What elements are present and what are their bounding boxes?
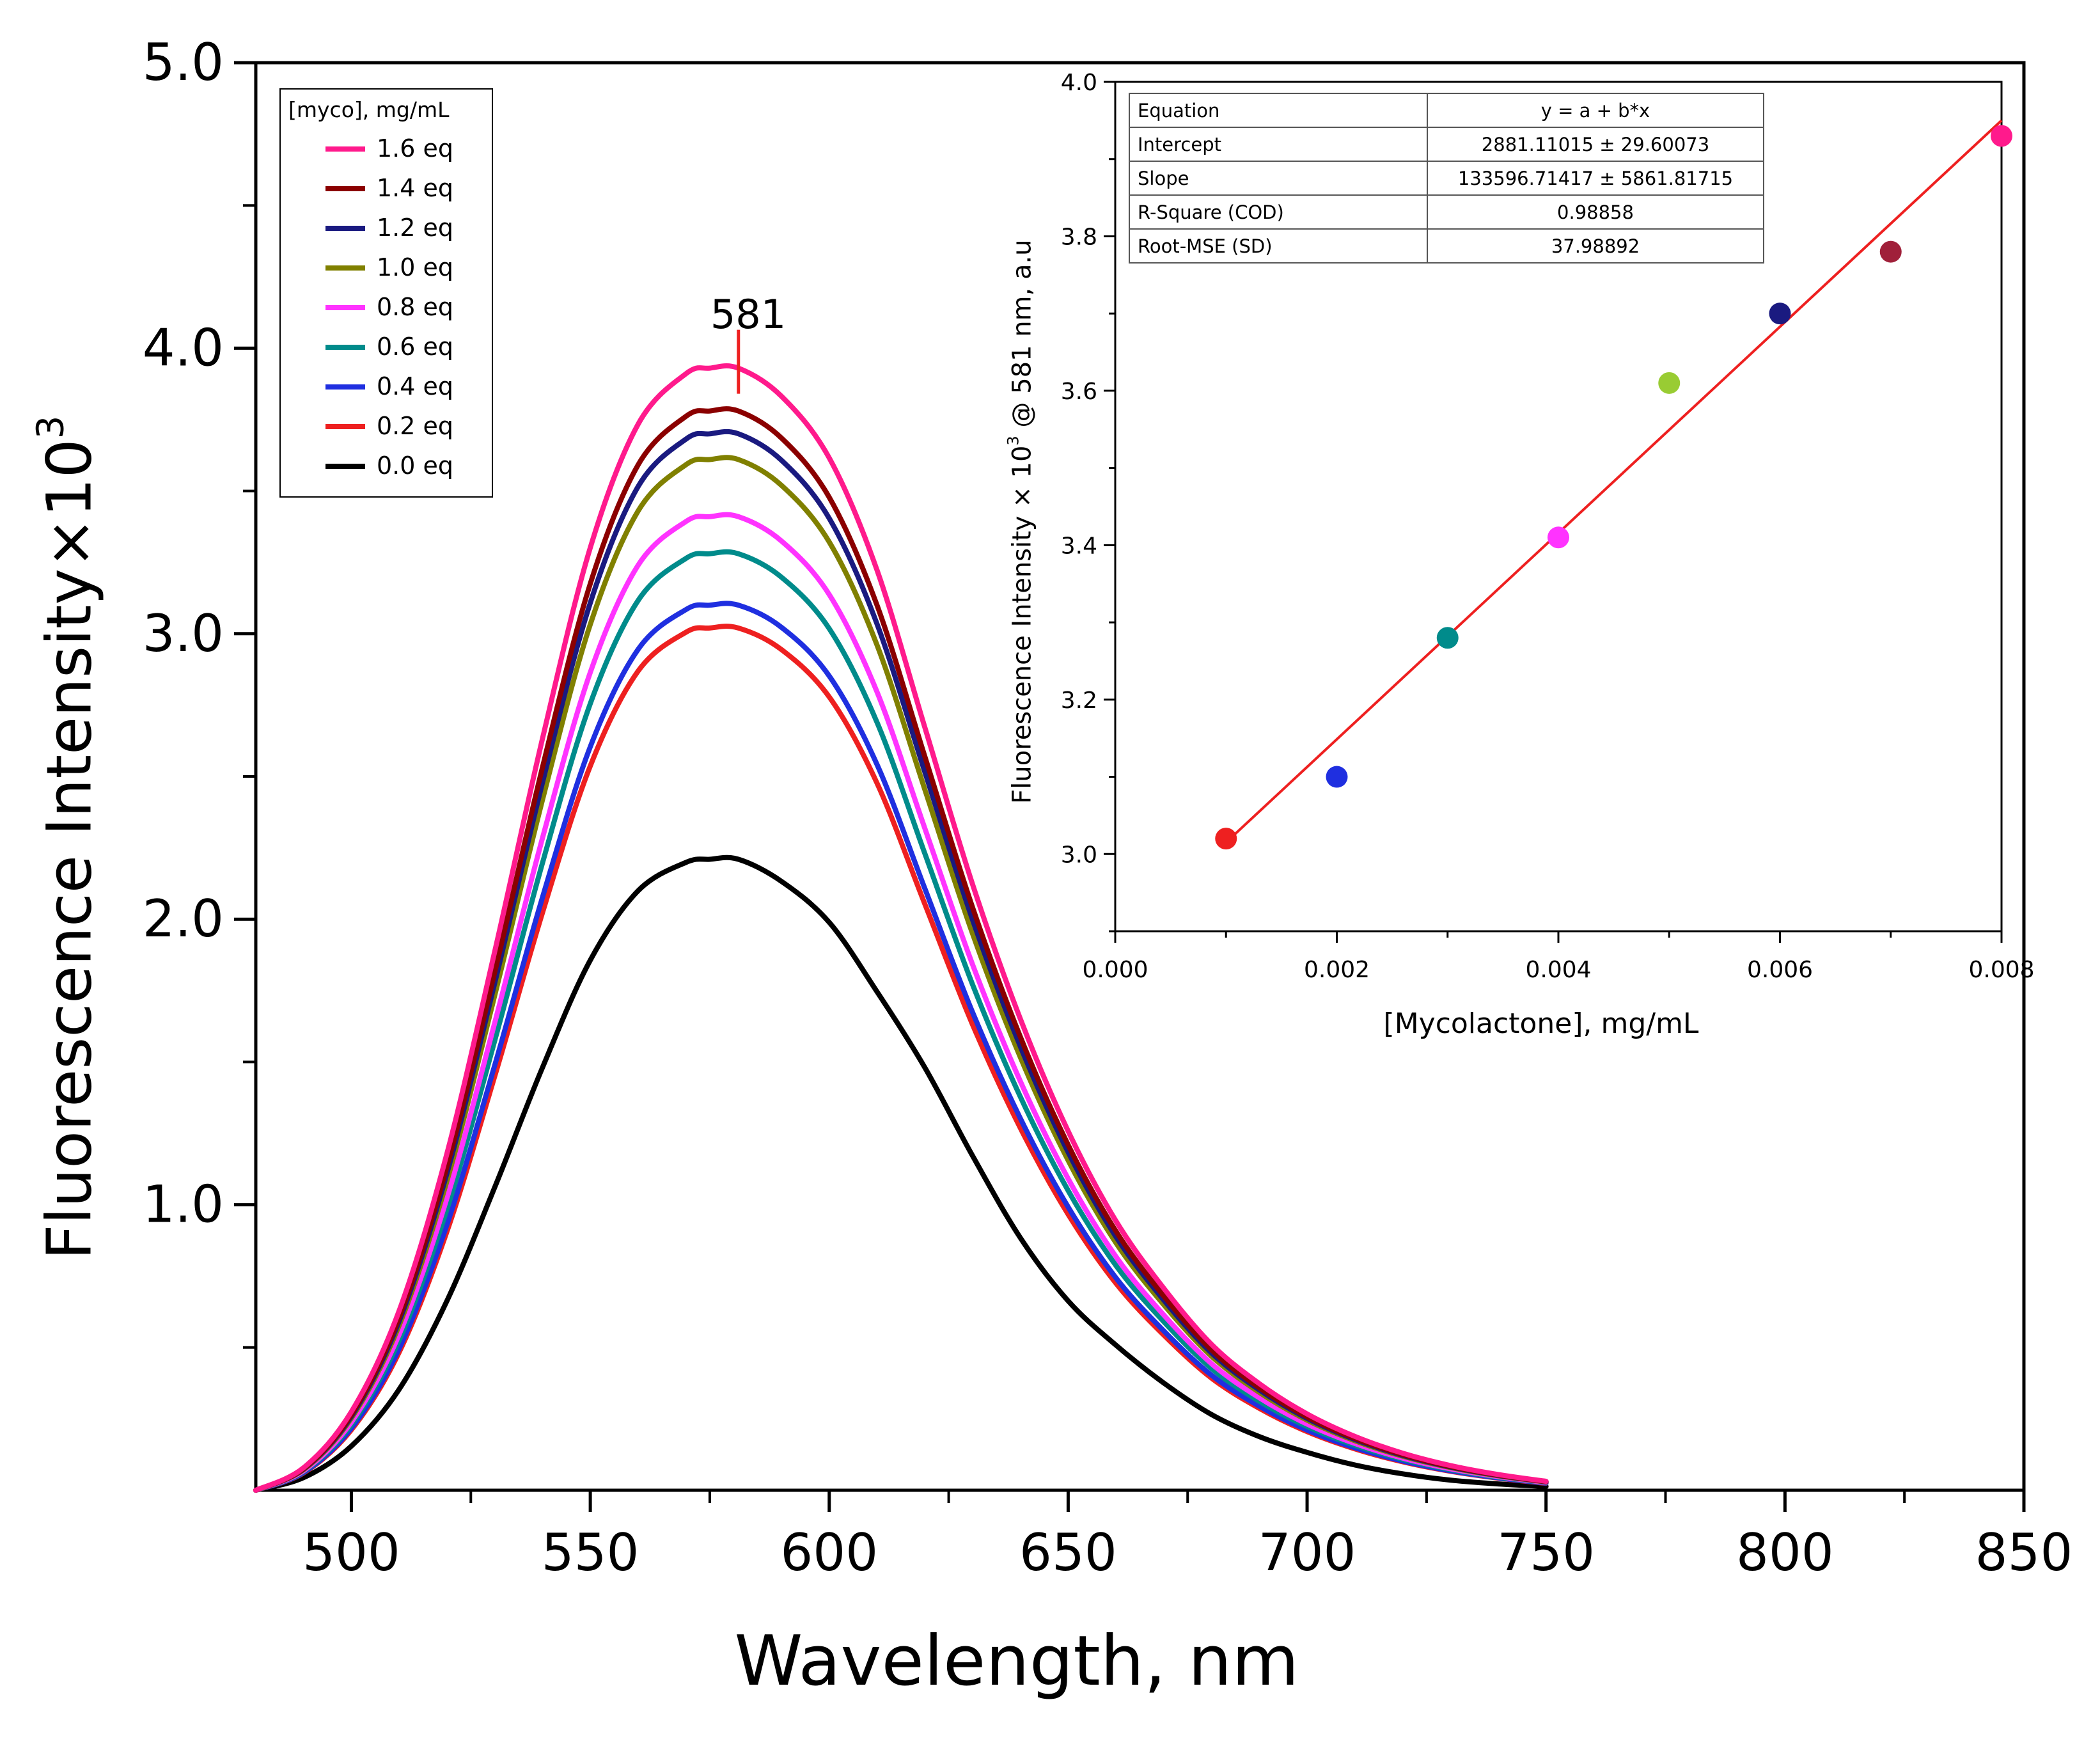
legend-swatch [325, 186, 365, 191]
inset-x-axis-title: [Mycolactone], mg/mL [1383, 1007, 1699, 1040]
inset-x-tick-label: 0.002 [1304, 957, 1370, 983]
x-tick-label: 700 [1258, 1523, 1356, 1582]
fit-value: 133596.71417 ± 5861.81715 [1427, 161, 1764, 196]
legend-entry: 0.4 eq [281, 367, 492, 407]
fit-row: Root-MSE (SD) 37.98892 [1129, 228, 1764, 264]
legend-label: 1.4 eq [377, 174, 454, 202]
legend-label: 0.8 eq [377, 293, 454, 321]
inset-y-tick-label: 3.8 [1061, 224, 1097, 250]
fit-key: Slope [1129, 161, 1428, 196]
legend-entry: 0.6 eq [281, 327, 492, 367]
x-tick-label: 650 [1019, 1523, 1117, 1582]
legend-swatch [325, 305, 365, 310]
data-point [1991, 125, 2012, 147]
inset-y-tick-label: 3.6 [1061, 379, 1097, 405]
x-tick-label: 550 [542, 1523, 639, 1582]
legend-label: 1.2 eq [377, 214, 454, 242]
inset-x-tick-label: 0.006 [1747, 957, 1813, 983]
y-tick-label: 2.0 [143, 889, 224, 949]
fit-key: Root-MSE (SD) [1129, 228, 1428, 264]
fit-key: Equation [1129, 93, 1428, 128]
y-tick-label: 1.0 [143, 1175, 224, 1234]
fit-value: y = a + b*x [1427, 93, 1764, 128]
legend-entry: 1.0 eq [281, 248, 492, 288]
inset-x-tick-label: 0.008 [1968, 957, 2034, 983]
emission-plot-area: 500 550 600 650 700 750 800 850 1.0 2.0 3.0 4.0 5.0 [143, 33, 2073, 1582]
inset-y-tick-label: 4.0 [1061, 70, 1097, 96]
legend-swatch [325, 384, 365, 390]
inset-y-axis-title: Fluorescence Intensity × 103 @ 581 nm, a… [1004, 239, 1037, 804]
legend-swatch [325, 226, 365, 231]
legend-swatch [325, 464, 365, 469]
series-line-1-4-eq [253, 406, 1549, 1493]
legend-label: 1.6 eq [377, 134, 454, 162]
y-axis-title: Fluorescence Intensity×103 [29, 415, 106, 1260]
peak-annotation-label: 581 [710, 291, 787, 338]
data-point [1326, 766, 1348, 788]
inset-y-tick-label: 3.0 [1061, 842, 1097, 868]
fit-value: 37.98892 [1427, 228, 1764, 264]
fit-line [1225, 119, 2003, 844]
legend-swatch [325, 146, 365, 152]
inset-y-tick-label: 3.2 [1061, 688, 1097, 714]
legend-swatch [325, 265, 365, 271]
series-line-0-6-eq [253, 549, 1549, 1493]
legend: [myco], mg/mL 1.6 eq 1.4 eq 1.2 eq 1.0 e… [279, 88, 493, 498]
y-tick-label: 5.0 [143, 33, 224, 92]
fit-key: Intercept [1129, 127, 1428, 162]
legend-label: 0.4 eq [377, 372, 454, 400]
data-point [1658, 372, 1681, 394]
legend-swatch [325, 345, 365, 350]
x-tick-label: 800 [1736, 1523, 1834, 1582]
fit-key: R-Square (COD) [1129, 194, 1428, 230]
y-tick-label: 4.0 [143, 318, 224, 377]
x-tick-label: 600 [780, 1523, 878, 1582]
legend-label: 0.6 eq [377, 333, 454, 361]
series-line-0-4-eq [253, 601, 1549, 1493]
x-tick-label: 850 [1975, 1523, 2073, 1582]
series-line-0-8-eq [253, 512, 1549, 1493]
series-line-0-0-eq [253, 854, 1549, 1493]
fit-value: 0.98858 [1427, 194, 1764, 230]
inset-x-tick-label: 0.004 [1525, 957, 1591, 983]
fit-row: Intercept 2881.11015 ± 29.60073 [1129, 127, 1764, 162]
legend-entry: 0.2 eq [281, 407, 492, 446]
data-point [1548, 526, 1569, 549]
x-tick-label: 750 [1497, 1523, 1595, 1582]
inset-y-tick-label: 3.4 [1061, 533, 1097, 559]
legend-entry: 0.0 eq [281, 446, 492, 486]
fit-row: Equation y = a + b*x [1129, 93, 1764, 128]
legend-label: 0.2 eq [377, 412, 454, 440]
fit-row: Slope 133596.71417 ± 5861.81715 [1129, 161, 1764, 196]
data-point [1215, 828, 1237, 850]
data-point [1879, 240, 1902, 263]
fit-results-table: Equation y = a + b*x Intercept 2881.11015 … [1129, 93, 1764, 264]
x-axis-title: Wavelength, nm [734, 1621, 1299, 1701]
legend-entry: 0.8 eq [281, 288, 492, 327]
legend-label: 1.0 eq [377, 253, 454, 281]
y-tick-label: 3.0 [143, 604, 224, 663]
legend-entry: 1.6 eq [281, 129, 492, 169]
series-line-1-6-eq [253, 363, 1549, 1493]
fit-row: R-Square (COD) 0.98858 [1129, 194, 1764, 230]
fit-value: 2881.11015 ± 29.60073 [1427, 127, 1764, 162]
data-point [1769, 303, 1791, 325]
inset-x-tick-label: 0.000 [1082, 957, 1148, 983]
legend-entry: 1.4 eq [281, 169, 492, 209]
legend-title: [myco], mg/mL [288, 97, 450, 122]
legend-label: 0.0 eq [377, 452, 454, 480]
x-tick-label: 500 [302, 1523, 400, 1582]
legend-swatch [325, 424, 365, 429]
legend-entry: 1.2 eq [281, 209, 492, 248]
data-point [1436, 627, 1459, 649]
